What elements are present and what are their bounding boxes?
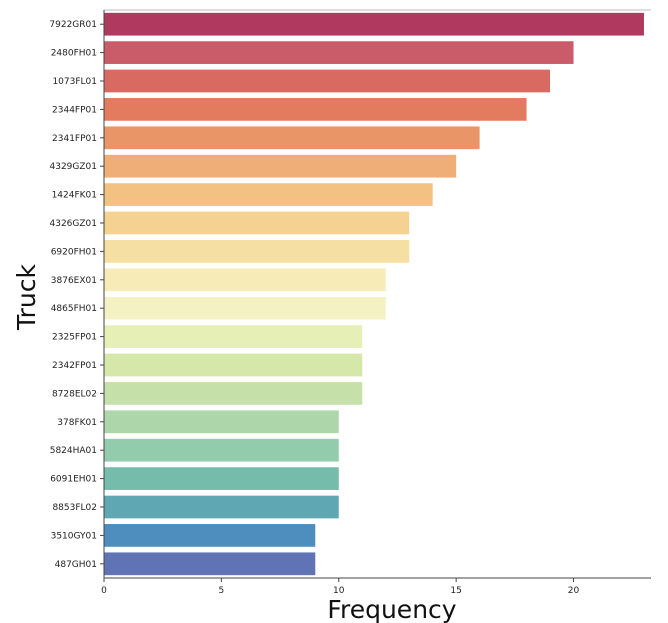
y-tick-label: 4865FH01	[51, 304, 97, 314]
bar-2341FP01	[104, 126, 480, 150]
y-tick-label: 6091EH01	[50, 475, 97, 485]
bar-487GH01	[104, 552, 316, 576]
y-tick-label: 2341FP01	[52, 134, 97, 144]
y-tick-label: 7922GR01	[49, 20, 97, 30]
y-tick-label: 1073FL01	[52, 77, 97, 87]
x-tick-label: 10	[333, 586, 345, 596]
bar-5824HA01	[104, 438, 339, 462]
bar-4329GZ01	[104, 154, 457, 178]
y-tick-label: 2325FP01	[52, 333, 97, 343]
bar-4326GZ01	[104, 211, 410, 235]
y-tick-label: 6920FH01	[51, 247, 97, 257]
y-tick-label: 2342FP01	[52, 361, 97, 371]
y-tick-label: 1424FK01	[52, 191, 97, 201]
bar-1424FK01	[104, 183, 433, 206]
x-tick-label: 15	[450, 586, 461, 596]
bars-layer	[104, 12, 644, 576]
bar-3510GY01	[104, 524, 316, 547]
bar-2342FP01	[104, 353, 363, 377]
bar-2344FP01	[104, 98, 527, 121]
y-tick-label: 8728EL02	[52, 389, 97, 399]
y-tick-label: 8853FL02	[52, 503, 97, 513]
bar-378FK01	[104, 410, 339, 434]
y-tick-label: 4329GZ01	[50, 162, 98, 172]
bar-1073FL01	[104, 69, 551, 93]
bar-2325FP01	[104, 325, 363, 348]
bar-7922GR01	[104, 12, 644, 36]
bar-2480FH01	[104, 41, 574, 64]
y-tick-label: 3876EX01	[51, 276, 97, 286]
x-tick-label: 0	[101, 586, 107, 596]
x-axis-title: Frequency	[327, 595, 456, 623]
x-ticks: 0 5 10 15 20	[101, 578, 580, 596]
y-tick-labels: 7922GR01 2480FH01 1073FL01 2344FP01 2341FP01…	[49, 20, 104, 570]
bar-6091EH01	[104, 467, 339, 490]
y-tick-label: 5824HA01	[50, 446, 97, 456]
y-tick-label: 3510GY01	[51, 531, 97, 541]
y-tick-label: 2344FP01	[52, 105, 97, 115]
y-tick-label: 378FK01	[57, 418, 97, 428]
bar-4865FH01	[104, 296, 386, 320]
bar-8853FL02	[104, 495, 339, 519]
y-tick-label: 2480FH01	[51, 49, 97, 59]
x-tick-label: 20	[568, 586, 580, 596]
bar-8728EL02	[104, 382, 363, 405]
y-tick-label: 487GH01	[55, 560, 97, 570]
bar-6920FH01	[104, 240, 410, 263]
y-tick-label: 4326GZ01	[50, 219, 98, 229]
bar-3876EX01	[104, 268, 386, 292]
x-tick-label: 5	[219, 586, 225, 596]
y-axis-title: Truck	[12, 264, 41, 331]
